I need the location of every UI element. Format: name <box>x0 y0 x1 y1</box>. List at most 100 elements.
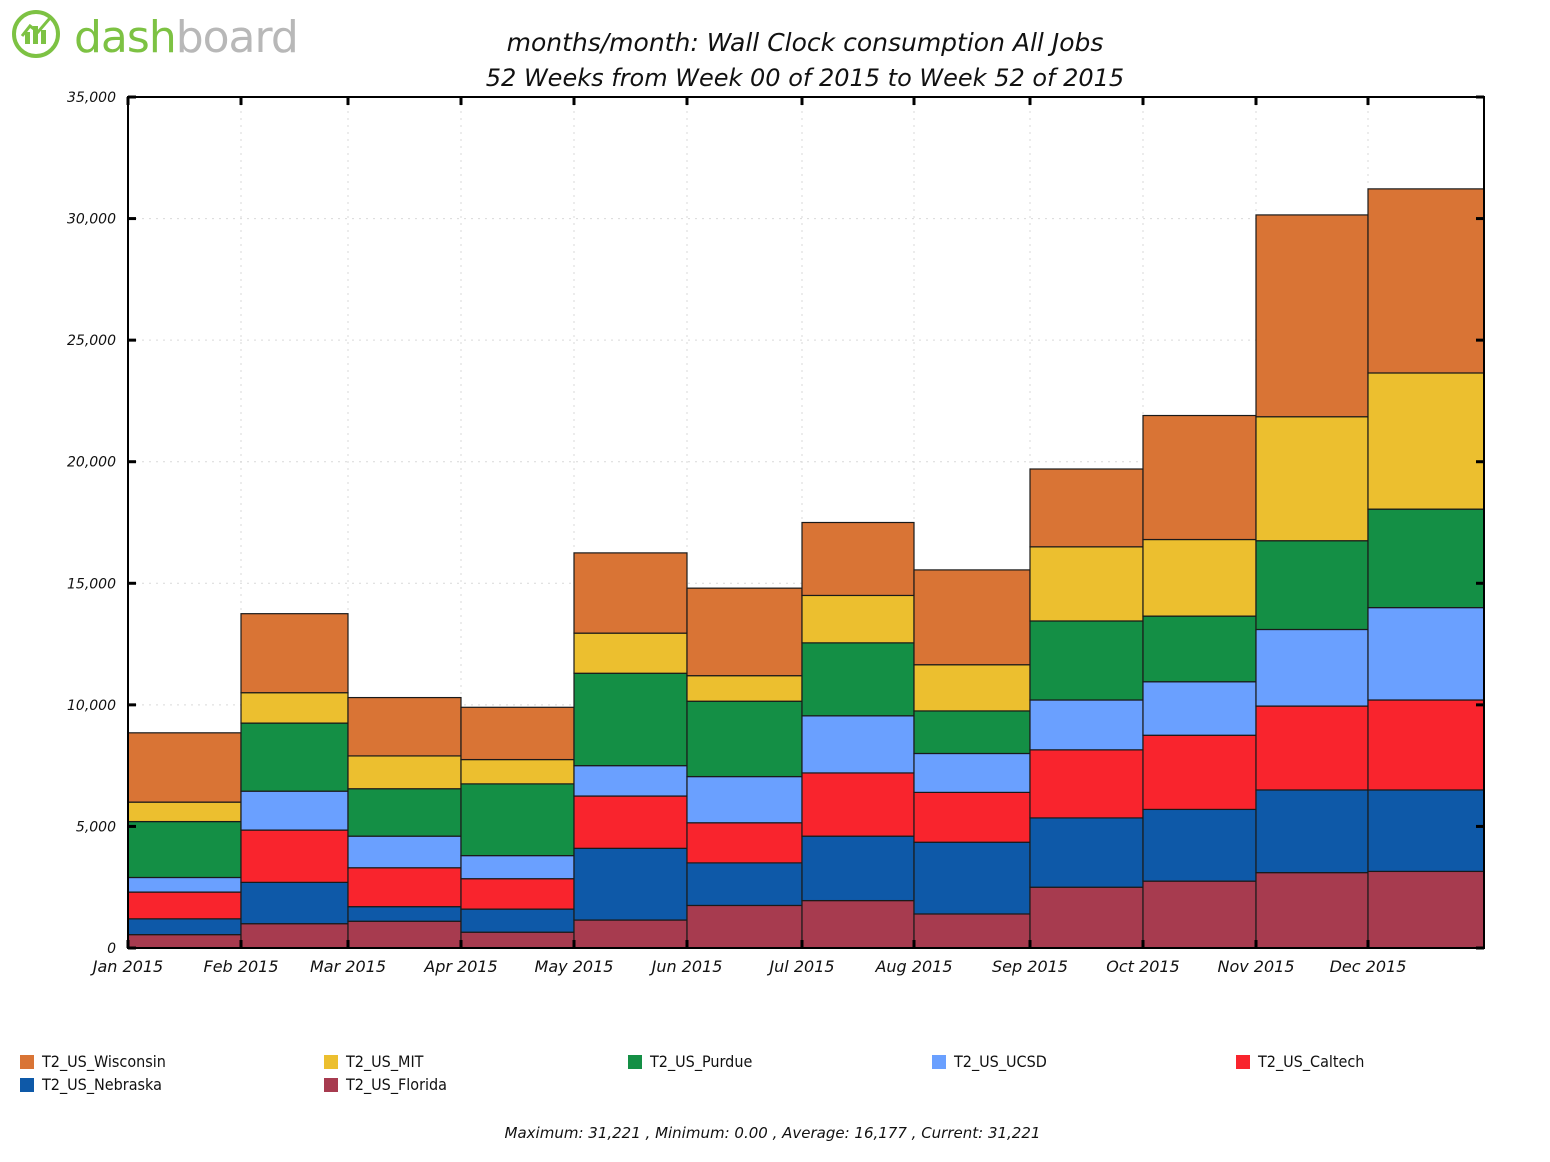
logo-text-main: dash <box>74 12 177 63</box>
legend-item-t2-us-mit: T2_US_MIT <box>324 1052 423 1072</box>
bar-segment-t2-us-florida-8 <box>1029 886 1144 949</box>
bar-segment-t2-us-nebraska-5 <box>686 862 803 907</box>
bar-segment-t2-us-florida-7 <box>913 913 1031 949</box>
bar-segment-t2-us-purdue-2 <box>347 788 462 837</box>
bar-segment-t2-us-purdue-3 <box>460 783 575 857</box>
bar-segment-t2-us-florida-3 <box>460 931 575 949</box>
bar-segment-t2-us-florida-0 <box>127 934 242 949</box>
bar-segment-t2-us-mit-11 <box>1367 372 1485 510</box>
bar-segment-t2-us-florida-1 <box>240 923 349 949</box>
plot-frame <box>127 96 1485 949</box>
bar-segment-t2-us-purdue-7 <box>913 710 1031 755</box>
y-tick-label-2: 10,000 <box>67 698 116 714</box>
bar-segment-t2-us-mit-5 <box>686 675 803 702</box>
legend-label: T2_US_MIT <box>346 1052 424 1071</box>
bar-segment-t2-us-mit-0 <box>127 801 242 823</box>
legend-swatch <box>20 1055 34 1069</box>
x-tick-label-6: Jul 2015 <box>766 957 834 976</box>
bar-segment-t2-us-nebraska-6 <box>801 835 915 902</box>
bar-segment-t2-us-nebraska-4 <box>573 847 688 921</box>
bar-segment-t2-us-wisconsin-9 <box>1142 414 1257 541</box>
x-tick-label-5: Jun 2015 <box>649 957 723 976</box>
bar-segment-t2-us-caltech-5 <box>686 822 803 864</box>
chart-stats: Maximum: 31,221 , Minimum: 0.00 , Averag… <box>504 1124 1041 1142</box>
legend-label: T2_US_Caltech <box>1258 1052 1365 1071</box>
dashboard-logo-icon <box>12 10 60 58</box>
legend-item-t2-us-florida: T2_US_Florida <box>324 1075 447 1095</box>
y-tick-label-6: 30,000 <box>67 212 116 228</box>
legend-item-t2-us-ucsd: T2_US_UCSD <box>932 1052 1047 1072</box>
bar-segment-t2-us-ucsd-7 <box>913 752 1031 793</box>
x-tick-label-7: Aug 2015 <box>874 957 952 976</box>
y-tick-label-3: 15,000 <box>67 576 116 592</box>
bar-segment-t2-us-florida-4 <box>573 919 688 949</box>
bar-segment-t2-us-ucsd-11 <box>1367 606 1485 701</box>
x-tick-label-3: Apr 2015 <box>423 957 497 976</box>
bar-segment-t2-us-ucsd-8 <box>1029 699 1144 751</box>
bar-segment-t2-us-mit-2 <box>347 755 462 790</box>
bar-segment-t2-us-caltech-11 <box>1367 699 1485 791</box>
x-tick-label-9: Oct 2015 <box>1106 957 1179 976</box>
y-tick-label-4: 20,000 <box>67 455 116 471</box>
bar-segment-t2-us-caltech-0 <box>127 891 242 920</box>
bar-segment-t2-us-nebraska-0 <box>127 918 242 936</box>
bar-segment-t2-us-mit-10 <box>1255 416 1369 542</box>
legend-swatch <box>324 1055 338 1069</box>
bar-segment-t2-us-caltech-8 <box>1029 749 1144 819</box>
bar-segment-t2-us-wisconsin-0 <box>127 732 242 803</box>
bar-segment-t2-us-wisconsin-1 <box>240 613 349 694</box>
bar-segment-t2-us-wisconsin-2 <box>347 696 462 757</box>
chart-title: months/month: Wall Clock consumption All… <box>506 28 1104 57</box>
bar-segment-t2-us-caltech-7 <box>913 791 1031 843</box>
bar-segment-t2-us-mit-6 <box>801 594 915 644</box>
bar-segment-t2-us-ucsd-1 <box>240 790 349 831</box>
bar-segment-t2-us-purdue-10 <box>1255 540 1369 631</box>
bar-segment-t2-us-purdue-8 <box>1029 620 1144 701</box>
bar-segment-t2-us-wisconsin-4 <box>573 552 688 634</box>
bar-segment-t2-us-nebraska-10 <box>1255 789 1369 874</box>
dashboard-logo: dashboard <box>10 6 300 64</box>
bar-segment-t2-us-ucsd-10 <box>1255 628 1369 707</box>
bar-segment-t2-us-florida-10 <box>1255 872 1369 949</box>
x-tick-label-4: May 2015 <box>535 957 614 976</box>
bar-segment-t2-us-ucsd-3 <box>460 855 575 880</box>
y-tick-label-0: 0 <box>107 941 116 957</box>
bar-segment-t2-us-florida-6 <box>801 899 915 949</box>
y-tick-label-7: 35,000 <box>67 90 116 106</box>
bar-segment-t2-us-purdue-9 <box>1142 615 1257 683</box>
bar-segment-t2-us-purdue-6 <box>801 642 915 717</box>
bar-segment-t2-us-mit-9 <box>1142 538 1257 617</box>
legend-item-t2-us-nebraska: T2_US_Nebraska <box>20 1075 162 1095</box>
x-tick-label-1: Feb 2015 <box>203 957 278 976</box>
bar-segment-t2-us-ucsd-5 <box>686 775 803 824</box>
bar-segment-t2-us-wisconsin-5 <box>686 587 803 677</box>
logo-text-light: board <box>175 12 299 63</box>
x-tick-label-10: Nov 2015 <box>1217 957 1294 976</box>
bar-segment-t2-us-florida-11 <box>1367 870 1485 949</box>
legend-swatch <box>1236 1055 1250 1069</box>
legend-swatch <box>20 1078 34 1092</box>
bar-segment-t2-us-wisconsin-10 <box>1255 214 1369 418</box>
x-tick-label-0: Jan 2015 <box>90 957 163 976</box>
bar-segment-t2-us-caltech-3 <box>460 878 575 910</box>
bar-segment-t2-us-caltech-9 <box>1142 734 1257 811</box>
bar-segment-t2-us-caltech-4 <box>573 795 688 849</box>
chart-subtitle: 52 Weeks from Week 00 of 2015 to Week 52… <box>485 64 1125 92</box>
legend-label: T2_US_Wisconsin <box>42 1052 166 1071</box>
bar-segment-t2-us-florida-9 <box>1142 880 1257 949</box>
legend-swatch <box>932 1055 946 1069</box>
legend-label: T2_US_Florida <box>346 1075 447 1094</box>
bar-segment-t2-us-nebraska-3 <box>460 908 575 933</box>
stacked-bar-chart: 0 5,000 10,000 15,000 20,000 25,000 30,000 35,0… <box>67 90 1485 976</box>
bar-segment-t2-us-purdue-5 <box>686 700 803 778</box>
bar-segment-t2-us-purdue-1 <box>240 722 349 792</box>
bar-segment-t2-us-caltech-6 <box>801 772 915 837</box>
bar-segment-t2-us-mit-3 <box>460 758 575 785</box>
legend-item-t2-us-caltech: T2_US_Caltech <box>1236 1052 1364 1072</box>
legend-item-t2-us-wisconsin: T2_US_Wisconsin <box>20 1052 166 1072</box>
legend-item-t2-us-purdue: T2_US_Purdue <box>628 1052 752 1072</box>
bar-segment-t2-us-purdue-4 <box>573 672 688 767</box>
bar-segment-t2-us-ucsd-9 <box>1142 681 1257 736</box>
x-tick-label-2: Mar 2015 <box>310 957 386 976</box>
bar-segment-t2-us-nebraska-1 <box>240 881 349 925</box>
